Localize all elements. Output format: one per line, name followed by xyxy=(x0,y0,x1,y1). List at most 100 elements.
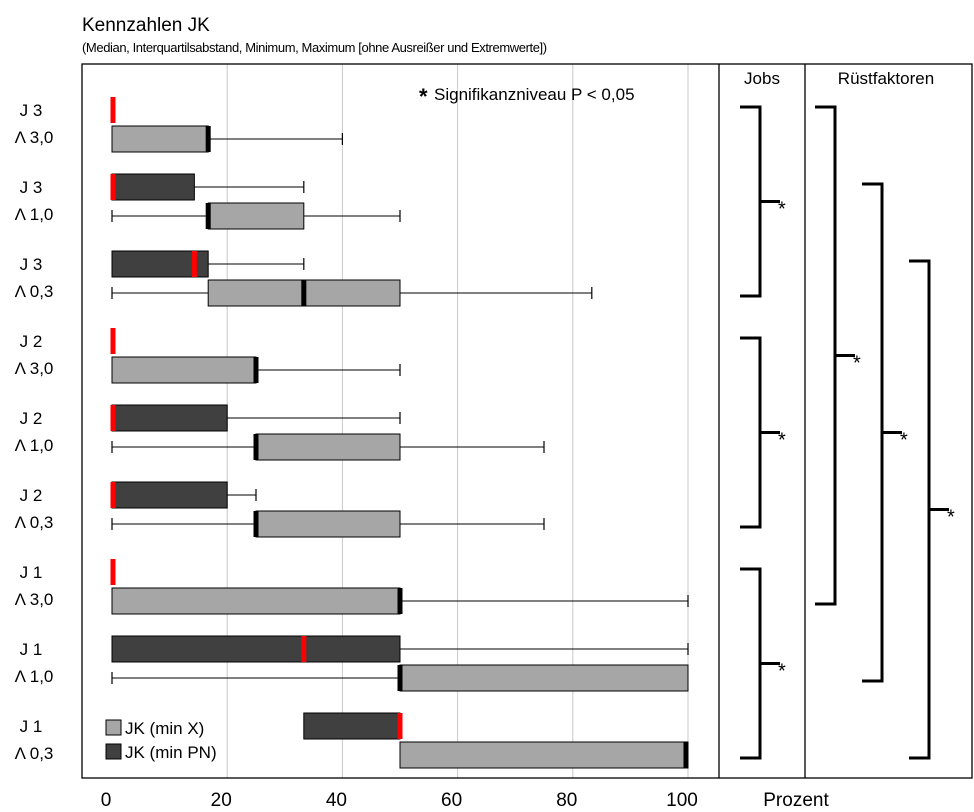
median-line xyxy=(253,357,259,383)
median-line xyxy=(397,588,403,614)
significance-star: * xyxy=(778,430,786,452)
chart-subtitle: (Median, Interquartilsabstand, Minimum, … xyxy=(82,40,547,55)
significance-star: * xyxy=(900,430,908,452)
legend-swatch-min-pn xyxy=(105,743,122,760)
jobs-bracket xyxy=(740,567,780,760)
ruest-bracket xyxy=(909,259,949,760)
box-iqr xyxy=(111,587,401,615)
ruest-bracket xyxy=(815,105,855,606)
legend: JK (min X) JK (min PN) xyxy=(105,719,217,762)
box-plot xyxy=(111,587,689,615)
category-label-lambda: Λ 1,0 xyxy=(15,436,54,455)
legend-label-min-pn: JK (min PN) xyxy=(125,743,217,762)
box-plot xyxy=(111,510,545,538)
box-plot xyxy=(110,328,116,354)
median-line xyxy=(110,328,116,354)
significance-star: * xyxy=(419,84,428,109)
box-plot xyxy=(111,279,593,307)
category-label-lambda: Λ 3,0 xyxy=(15,359,54,378)
median-line xyxy=(110,482,116,508)
box-plot xyxy=(399,741,689,769)
median-line xyxy=(110,405,116,431)
category-label-job: J 2 xyxy=(20,486,43,505)
box-plot xyxy=(110,559,116,585)
box-iqr xyxy=(111,404,228,432)
plot-frame xyxy=(81,63,973,779)
significance-note: Signifikanzniveau P < 0,05 xyxy=(434,85,635,104)
category-label-job: J 3 xyxy=(20,255,43,274)
x-tick-label: 60 xyxy=(441,790,462,811)
category-label-job: J 1 xyxy=(20,563,43,582)
median-line xyxy=(191,251,197,277)
box-iqr xyxy=(255,510,401,538)
category-labels: J 3 Λ 3,0 J 3 Λ 1,0 J 3 Λ 0,3 J 2 Λ 3,0 J 2 Λ 1,0… xyxy=(15,101,54,763)
median-line xyxy=(205,203,211,229)
category-label-job: J 1 xyxy=(20,717,43,736)
median-line xyxy=(110,174,116,200)
x-tick-label: 0 xyxy=(101,790,112,811)
category-label-lambda: Λ 1,0 xyxy=(15,205,54,224)
box-iqr xyxy=(399,664,689,692)
box-plot xyxy=(111,202,401,230)
category-label-lambda: Λ 0,3 xyxy=(15,282,54,301)
box-iqr xyxy=(111,125,209,153)
box-plot xyxy=(111,125,343,153)
category-label-job: J 2 xyxy=(20,332,43,351)
x-tick-label: 20 xyxy=(211,790,232,811)
median-line xyxy=(301,636,307,662)
x-tick-label: 80 xyxy=(556,790,577,811)
box-iqr xyxy=(399,741,689,769)
box-iqr xyxy=(255,433,401,461)
box-plot xyxy=(110,173,305,201)
significance-brackets: * * * * * * xyxy=(740,105,955,760)
jobs-bracket xyxy=(740,105,780,298)
median-line xyxy=(683,742,689,768)
box-iqr xyxy=(111,173,195,201)
ruest-header: Rüstfaktoren xyxy=(838,69,934,88)
x-tick-label: 40 xyxy=(326,790,347,811)
box-plot xyxy=(110,481,257,509)
chart-title: Kennzahlen JK xyxy=(82,15,210,36)
box-iqr xyxy=(111,356,257,384)
jobs-bracket xyxy=(740,336,780,529)
significance-star: * xyxy=(778,661,786,683)
median-line xyxy=(253,511,259,537)
legend-label-min-x: JK (min X) xyxy=(125,719,204,738)
category-label-lambda: Λ 1,0 xyxy=(15,667,54,686)
box-plot xyxy=(111,250,305,278)
x-axis-label: Prozent xyxy=(763,790,829,811)
category-label-job: J 3 xyxy=(20,178,43,197)
jobs-header: Jobs xyxy=(744,69,780,88)
box-plot xyxy=(110,404,401,432)
category-label-lambda: Λ 3,0 xyxy=(15,128,54,147)
box-plot xyxy=(111,356,401,384)
category-label-job: J 2 xyxy=(20,409,43,428)
significance-star: * xyxy=(853,353,861,375)
median-line xyxy=(205,126,211,152)
ruest-bracket xyxy=(862,182,902,683)
box-plot xyxy=(111,433,545,461)
significance-star: * xyxy=(947,507,955,529)
box-plot xyxy=(111,635,689,663)
category-label-job: J 3 xyxy=(20,101,43,120)
legend-swatch-min-x xyxy=(105,719,122,736)
significance-star: * xyxy=(778,199,786,221)
category-label-lambda: Λ 0,3 xyxy=(15,513,54,532)
category-label-job: J 1 xyxy=(20,640,43,659)
box-plot xyxy=(303,712,403,740)
box-series xyxy=(110,97,689,769)
median-line xyxy=(110,97,116,123)
median-line xyxy=(301,280,307,306)
x-axis-ticks: 0 20 40 60 80 100 xyxy=(101,790,698,811)
box-plot xyxy=(111,664,689,692)
category-label-lambda: Λ 0,3 xyxy=(15,744,54,763)
median-line xyxy=(397,665,403,691)
box-plot xyxy=(110,97,116,123)
box-iqr xyxy=(303,712,401,740)
box-iqr xyxy=(207,202,305,230)
median-line xyxy=(397,713,403,739)
median-line xyxy=(253,434,259,460)
x-tick-label: 100 xyxy=(666,790,698,811)
category-label-lambda: Λ 3,0 xyxy=(15,590,54,609)
